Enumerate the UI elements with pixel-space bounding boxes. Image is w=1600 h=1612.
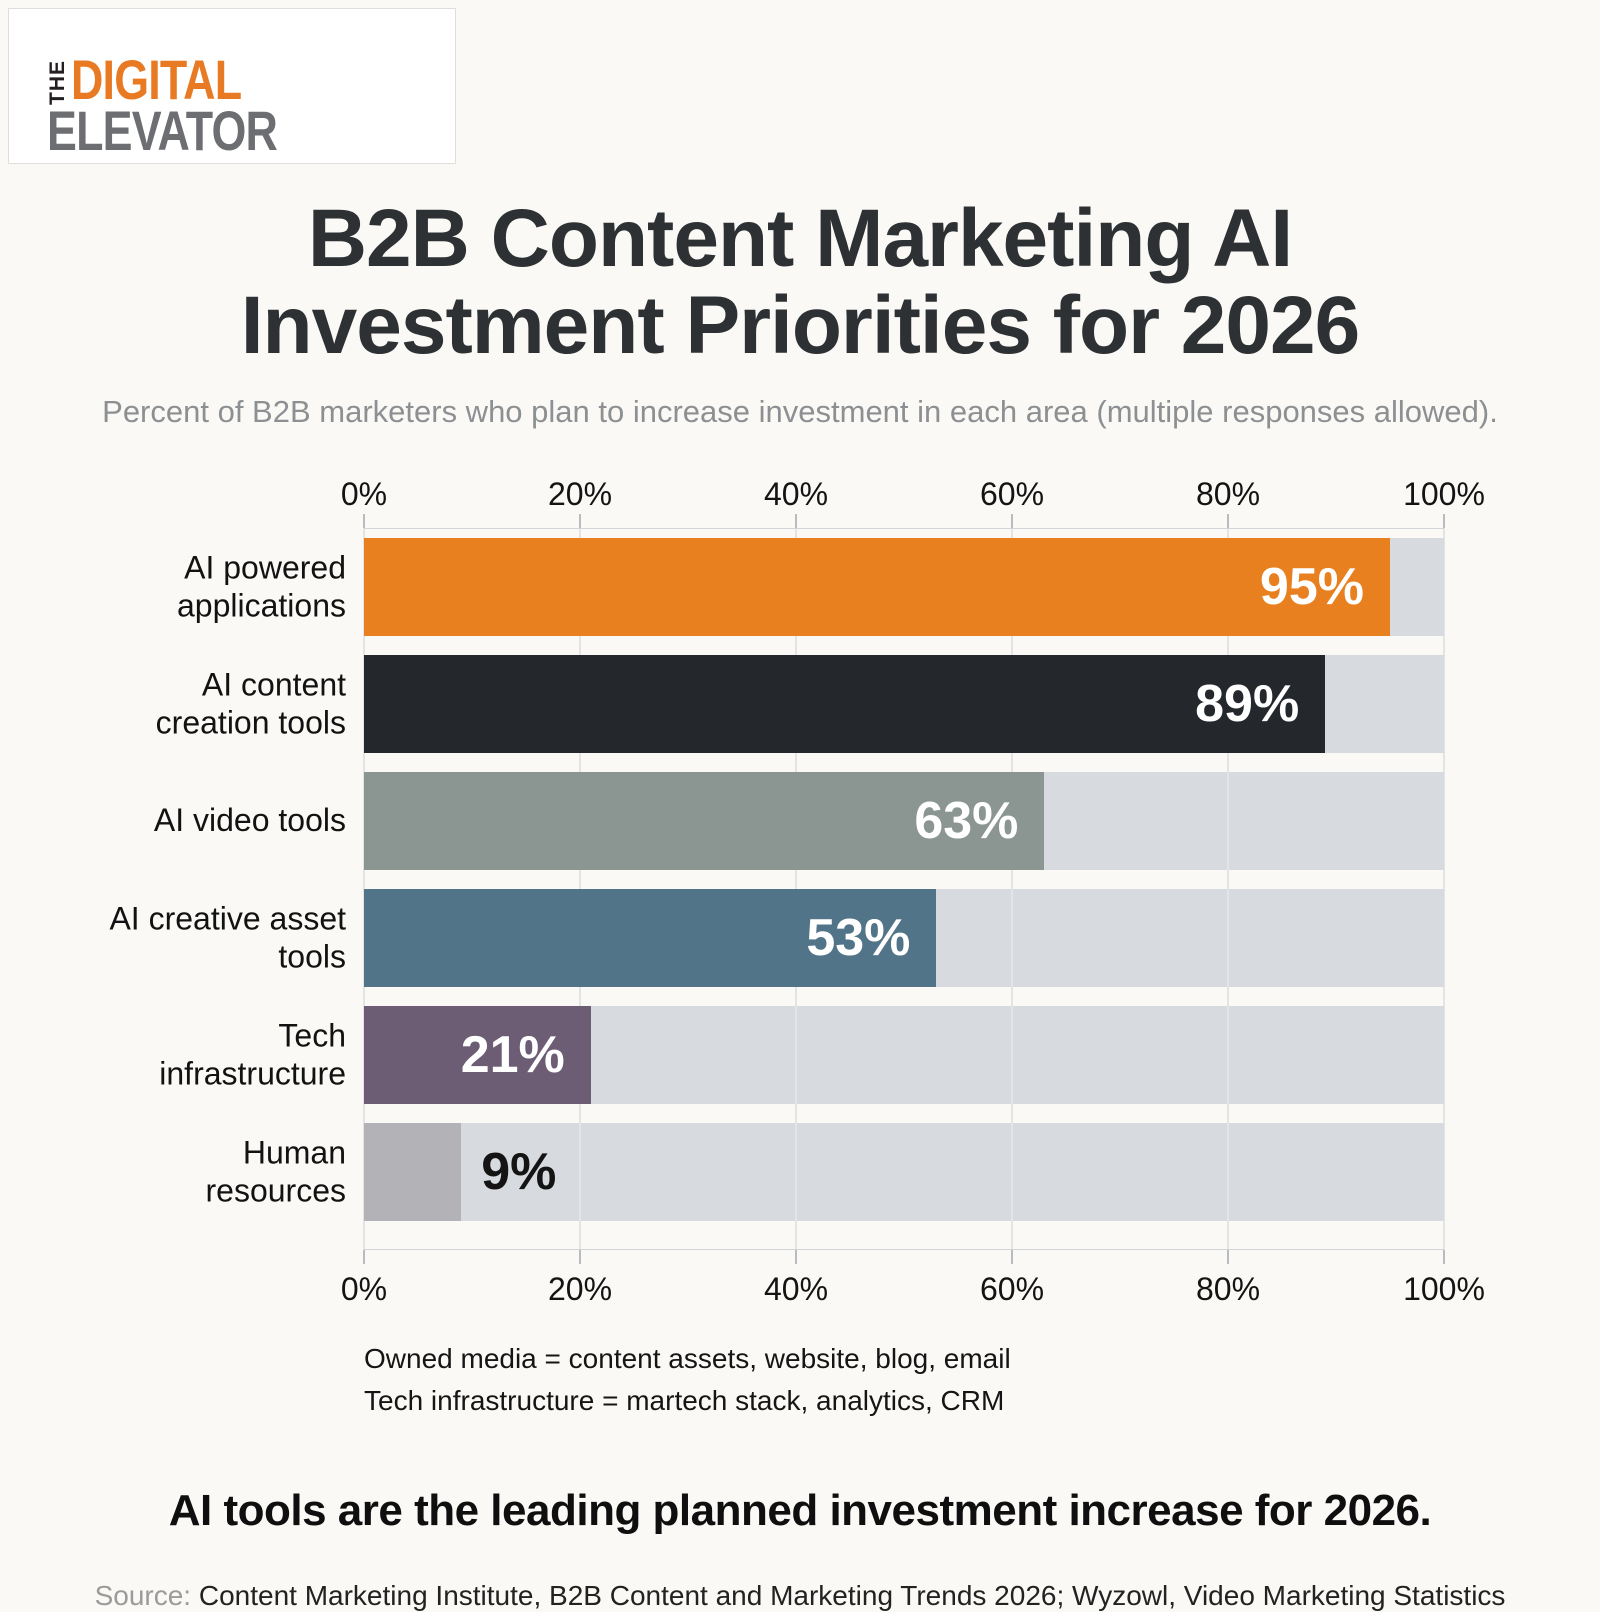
plot-area: AI powered applications 95% AI content c…	[109, 527, 1445, 1250]
bar-row-ai-content-creation-tools: AI content creation tools 89%	[156, 654, 1444, 753]
x-axis-bottom: 0% 20% 40% 60% 80% 100%	[341, 1249, 1485, 1308]
x-tick-mark	[1443, 513, 1445, 528]
x-tick-label: 100%	[1403, 1270, 1485, 1307]
x-tick-label: 0%	[340, 475, 388, 512]
source-label: Source:	[94, 1579, 192, 1611]
x-tick-mark	[579, 1249, 581, 1264]
bar-row-human-resources: Human resources 9%	[206, 1122, 1444, 1221]
x-tick-label: 20%	[547, 475, 613, 512]
page-title-line2: Investment Priorities for 2026	[240, 279, 1360, 371]
footnotes: Owned media = content assets, website, b…	[364, 1338, 1600, 1422]
source-text: Content Marketing Institute, B2B Content…	[191, 1579, 1506, 1611]
category-label: Human resources	[205, 1134, 347, 1208]
bar-row-tech-infrastructure: Tech infrastructure 21%	[159, 1005, 1444, 1104]
bar-track	[364, 1122, 1444, 1221]
x-tick-mark	[1227, 1249, 1229, 1264]
value-label: 53%	[806, 908, 911, 967]
bar-row-ai-creative-asset-tools: AI creative asset tools 53%	[109, 888, 1444, 987]
footnote-owned-media: Owned media = content assets, website, b…	[364, 1342, 1011, 1374]
plot-border-top	[364, 527, 1444, 529]
category-label: AI video tools	[153, 801, 346, 838]
bar-chart: 0% 20% 40% 60% 80% 100% AI powered appli…	[98, 475, 1485, 1308]
value-label: 9%	[481, 1142, 557, 1201]
x-tick-label: 40%	[763, 475, 829, 512]
source-line: Source: Content Marketing Institute, B2B…	[0, 1580, 1600, 1612]
value-label: 89%	[1195, 674, 1300, 733]
category-label: AI creative asset tools	[109, 900, 346, 974]
x-tick-mark	[1011, 513, 1013, 528]
x-tick-label: 60%	[979, 1270, 1045, 1307]
brand-logo: THE DIGITAL ELEVATOR	[8, 8, 456, 164]
x-tick-label: 20%	[547, 1270, 613, 1307]
category-label: Tech infrastructure	[159, 1017, 346, 1091]
logo-word-digital: DIGITAL	[71, 47, 242, 111]
bar: 89%	[364, 654, 1326, 753]
brand-logo-text: THE DIGITAL ELEVATOR	[46, 47, 335, 163]
x-tick-mark	[1011, 1249, 1013, 1264]
bar: 95%	[364, 537, 1390, 636]
bar: 21%	[364, 1005, 591, 1104]
logo-word-elevator: ELEVATOR	[47, 99, 278, 163]
x-tick-label: 40%	[763, 1270, 829, 1307]
plot-border-bottom	[364, 1248, 1444, 1250]
page-title-line1: B2B Content Marketing AI	[307, 193, 1293, 284]
x-tick-mark	[795, 1249, 797, 1264]
x-tick-label: 80%	[1195, 1270, 1261, 1307]
x-tick-label: 100%	[1403, 475, 1485, 512]
x-axis-top: 0% 20% 40% 60% 80% 100%	[341, 475, 1485, 528]
x-tick-mark	[1443, 1249, 1445, 1264]
x-tick-label: 0%	[340, 1270, 388, 1307]
chart-subtitle: Percent of B2B marketers who plan to inc…	[102, 393, 1498, 429]
x-tick-label: 80%	[1195, 475, 1261, 512]
category-label: AI content creation tools	[155, 666, 346, 740]
bar: 9%	[364, 1122, 556, 1221]
value-label: 63%	[914, 791, 1019, 850]
value-label: 95%	[1259, 557, 1364, 616]
bar-row-ai-video-tools: AI video tools 63%	[154, 771, 1444, 870]
takeaway-statement: AI tools are the leading planned investm…	[168, 1485, 1432, 1535]
value-label: 21%	[460, 1025, 565, 1084]
x-tick-mark	[1227, 513, 1229, 528]
bar-row-ai-powered-applications: AI powered applications 95%	[177, 537, 1444, 636]
x-tick-mark	[579, 513, 581, 528]
bar: 53%	[364, 888, 937, 987]
grid-line	[1443, 527, 1445, 1250]
footnote-tech-infrastructure: Tech infrastructure = martech stack, ana…	[364, 1384, 1005, 1416]
x-tick-mark	[363, 1249, 365, 1264]
x-tick-label: 60%	[979, 475, 1045, 512]
x-tick-mark	[363, 513, 365, 528]
category-label: AI powered applications	[177, 549, 346, 623]
bar: 63%	[364, 771, 1045, 870]
page-title: B2B Content Marketing AI Investment Prior…	[170, 0, 1430, 370]
x-tick-mark	[795, 513, 797, 528]
